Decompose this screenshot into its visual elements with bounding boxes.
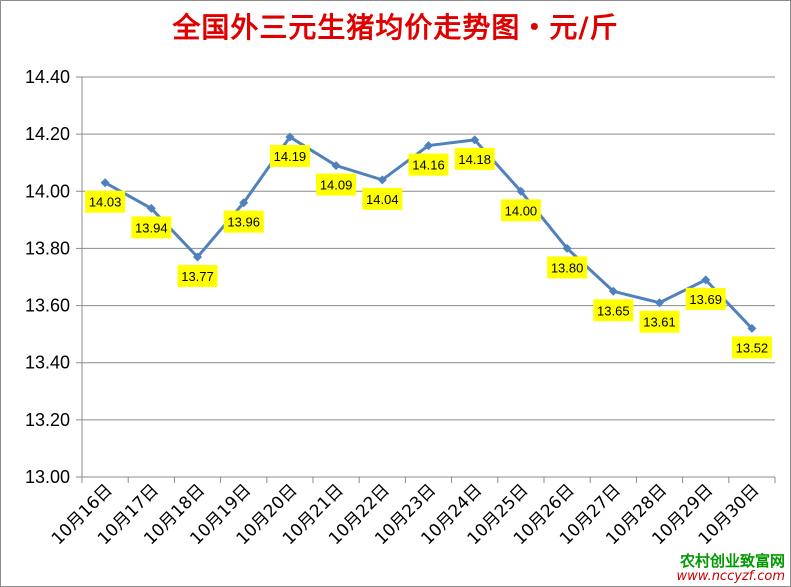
data-point <box>193 252 202 262</box>
data-labels: 14.03 13.94 13.77 13.96 14.19 14.09 14.04 14.16… <box>85 145 772 359</box>
data-label-box <box>593 299 634 322</box>
data-label: 13.61 <box>639 310 680 333</box>
y-axis-ticks: 13.00 13.20 13.40 13.60 13.80 14.00 14.20 14.40 <box>25 67 70 487</box>
data-label: 13.96 <box>223 210 264 233</box>
data-label: 14.03 <box>85 190 126 213</box>
data-point <box>562 243 572 253</box>
data-label: 13.77 <box>177 265 218 287</box>
data-point <box>331 161 341 171</box>
data-label-text: 13.52 <box>736 340 769 355</box>
y-tick-label: 13.40 <box>25 353 70 373</box>
data-label-box <box>731 336 772 359</box>
data-label: 13.94 <box>131 216 172 239</box>
data-label-text: 13.69 <box>689 292 722 307</box>
series-price <box>100 132 757 333</box>
data-label-text: 14.16 <box>412 158 445 173</box>
data-label-box <box>85 190 126 213</box>
data-label-box <box>547 256 588 279</box>
x-axis-ticks: 10月16日10月17日10月18日10月19日10月20日10月21日10月2… <box>48 480 764 549</box>
data-label: 14.16 <box>408 153 449 176</box>
chart-title: 全国外三元生猪均价走势图・元/斤 <box>172 11 619 44</box>
watermark: 农村创业致富网 www.nccyzf.com <box>677 553 786 584</box>
data-label-box <box>223 210 264 233</box>
data-point <box>285 132 295 142</box>
data-label-box <box>269 145 310 167</box>
y-tick-label: 13.60 <box>25 296 70 316</box>
watermark-text: 农村创业致富网 <box>679 552 785 571</box>
data-label-text: 14.09 <box>320 178 353 193</box>
data-label-text: 14.18 <box>458 152 491 167</box>
data-label-box <box>454 147 495 170</box>
data-label: 13.52 <box>731 336 772 359</box>
data-point <box>516 186 526 196</box>
data-label-text: 13.61 <box>643 315 676 330</box>
data-label-text: 14.19 <box>274 149 307 164</box>
data-label-text: 13.77 <box>181 269 214 284</box>
data-point <box>608 286 618 296</box>
data-point <box>146 203 156 213</box>
data-label: 14.04 <box>362 187 403 210</box>
data-label-text: 13.65 <box>597 303 630 318</box>
data-label-text: 14.04 <box>366 192 399 207</box>
data-label-box <box>500 199 541 222</box>
data-label: 13.80 <box>547 256 588 279</box>
data-label-box <box>362 187 403 210</box>
y-tick-label: 13.00 <box>25 467 70 487</box>
y-tick-label: 13.80 <box>25 238 70 258</box>
y-tick-label: 14.40 <box>25 67 70 87</box>
watermark-url: www.nccyzf.com <box>676 568 786 584</box>
data-label: 14.09 <box>316 173 357 196</box>
data-point <box>655 298 664 308</box>
data-point <box>100 178 110 188</box>
data-label: 13.65 <box>593 299 634 322</box>
data-point <box>424 141 433 151</box>
data-label-box <box>316 173 357 196</box>
data-label-box <box>685 287 726 310</box>
data-label-text: 13.96 <box>227 215 260 230</box>
data-label: 14.00 <box>500 199 541 222</box>
data-label-text: 13.94 <box>135 220 168 235</box>
data-label-text: 14.00 <box>505 203 538 218</box>
data-point <box>470 135 480 145</box>
data-point <box>747 323 757 333</box>
y-tick-label: 14.00 <box>25 181 70 201</box>
y-tick-label: 13.20 <box>25 410 70 430</box>
data-label-text: 14.03 <box>89 195 122 210</box>
data-label: 14.19 <box>269 145 310 167</box>
data-label-box <box>639 310 680 333</box>
data-label-text: 13.80 <box>551 260 584 275</box>
data-label: 13.69 <box>685 287 726 310</box>
y-tick-label: 14.20 <box>25 124 70 144</box>
data-point <box>377 175 387 185</box>
data-label-box <box>408 153 449 176</box>
data-point <box>701 275 711 285</box>
data-label-box <box>177 265 218 287</box>
data-label: 14.18 <box>454 147 495 170</box>
data-point <box>239 198 249 208</box>
data-label-box <box>131 216 172 239</box>
axes <box>76 76 776 483</box>
